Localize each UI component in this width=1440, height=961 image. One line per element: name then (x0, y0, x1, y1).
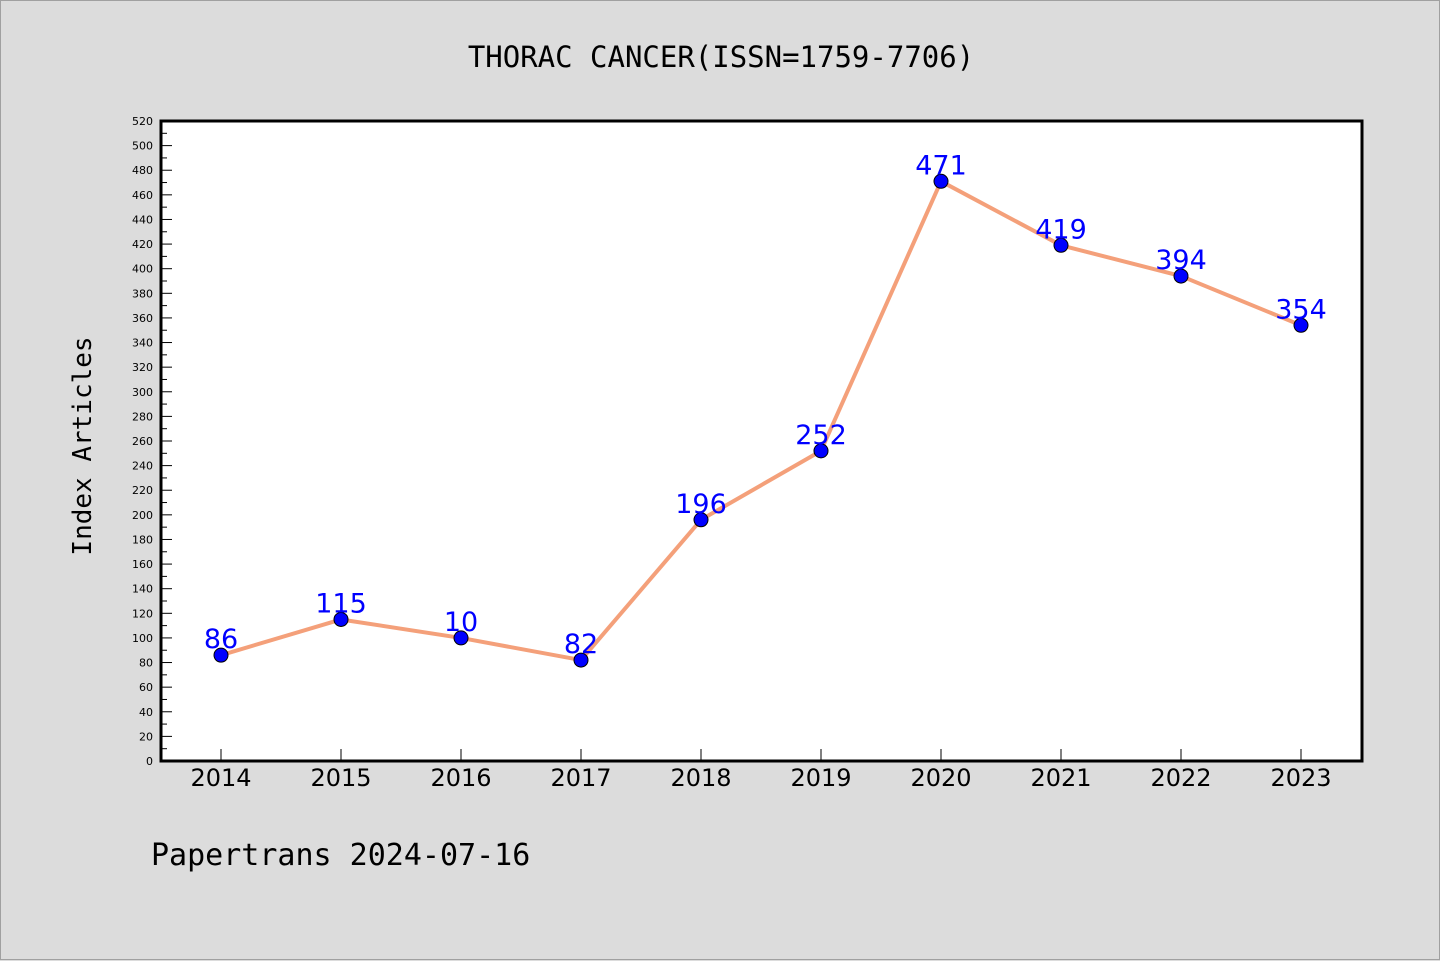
y-tick-label: 40 (139, 706, 153, 719)
y-tick-label: 400 (132, 263, 153, 276)
series-polyline (220, 179, 1302, 663)
y-tick-label: 20 (139, 730, 153, 743)
y-tick-label: 480 (132, 164, 153, 177)
footer-stamp: Papertrans 2024-07-16 (151, 838, 530, 873)
y-tick-label: 360 (132, 312, 153, 325)
x-tick-label: 2016 (430, 764, 491, 792)
data-point (1173, 268, 1189, 284)
data-label: 419 (1035, 214, 1087, 245)
x-tick-label: 2023 (1270, 764, 1331, 792)
y-tick-label: 220 (132, 484, 153, 497)
data-point (933, 173, 949, 189)
x-tick-label: 2015 (310, 764, 371, 792)
x-tick-label: 2021 (1030, 764, 1091, 792)
chart-title: THORAC CANCER(ISSN=1759-7706) (468, 40, 974, 74)
y-tick-label: 440 (132, 213, 153, 226)
data-labels: 86 115 10 82 196 252 471 419 394 354 (204, 150, 1327, 660)
y-tick-label: 120 (132, 607, 153, 620)
y-tick-label: 420 (132, 238, 153, 251)
y-tick-label: 320 (132, 361, 153, 374)
y-tick-label: 520 (132, 115, 153, 128)
y-axis: 0 20 40 60 80 100 120 140 160 180 200 220 240 260 280 3… (132, 115, 172, 768)
y-tick-label: 500 (132, 140, 153, 153)
y-tick-label: 60 (139, 681, 153, 694)
y-tick-label: 260 (132, 435, 153, 448)
data-label: 471 (915, 150, 967, 181)
x-tick-label: 2014 (190, 764, 251, 792)
data-point (693, 512, 709, 528)
y-tick-label: 300 (132, 386, 153, 399)
data-label: 82 (564, 629, 598, 660)
data-point (213, 647, 229, 663)
x-axis: 2014 2015 2016 2017 2018 2019 2020 2021 2022 2023 (190, 749, 1332, 792)
y-axis-label: Index Articles (68, 336, 98, 555)
data-point (333, 611, 349, 627)
x-tick-label: 2019 (790, 764, 851, 792)
y-tick-label: 340 (132, 337, 153, 350)
data-point (1293, 317, 1309, 333)
y-tick-label: 100 (132, 632, 153, 645)
data-label: 115 (315, 588, 367, 619)
data-point (813, 443, 829, 459)
data-point (573, 652, 589, 668)
data-label: 252 (795, 420, 847, 451)
x-tick-label: 2017 (550, 764, 611, 792)
data-label: 196 (675, 489, 727, 520)
y-tick-label: 140 (132, 583, 153, 596)
y-tick-label: 180 (132, 533, 153, 546)
y-tick-label: 160 (132, 558, 153, 571)
data-point (1053, 237, 1069, 253)
y-tick-label: 380 (132, 287, 153, 300)
x-tick-label: 2018 (670, 764, 731, 792)
y-tick-label: 0 (146, 755, 153, 768)
y-tick-label: 460 (132, 189, 153, 202)
plot-area (159, 119, 1364, 763)
x-tick-label: 2022 (1150, 764, 1211, 792)
data-label: 86 (204, 624, 238, 655)
series-points (213, 173, 1309, 668)
y-tick-label: 80 (139, 657, 153, 670)
y-tick-label: 200 (132, 509, 153, 522)
data-point (453, 630, 469, 646)
y-tick-label: 280 (132, 410, 153, 423)
data-label: 10 (444, 607, 478, 638)
data-label: 394 (1155, 245, 1207, 276)
y-tick-label: 240 (132, 460, 153, 473)
series-line (220, 179, 1302, 663)
x-tick-label: 2020 (910, 764, 971, 792)
data-label: 354 (1275, 294, 1327, 325)
